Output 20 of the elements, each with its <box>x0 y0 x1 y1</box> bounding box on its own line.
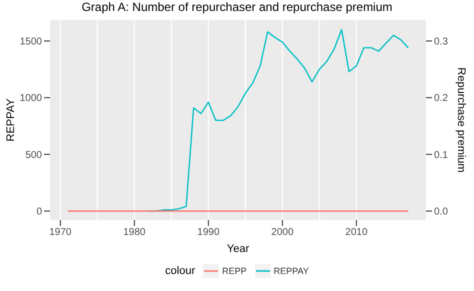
x-tick-label: 2000 <box>271 227 294 238</box>
y2-axis-title: Repurchase premium <box>455 67 468 173</box>
x-tick-label: 1970 <box>49 227 72 238</box>
x-axis-title: Year <box>226 243 250 255</box>
y-tick-label: 0 <box>36 206 42 218</box>
y-tick-label: 1500 <box>20 36 42 48</box>
x-tick-label: 2010 <box>345 227 368 238</box>
y2-tick-label: 0.0 <box>434 206 448 218</box>
y2-tick-label: 0.2 <box>434 93 448 104</box>
y-tick-label: 500 <box>25 150 42 161</box>
legend-label: REPPAY <box>274 266 309 276</box>
y-axis-title: REPPAY <box>4 98 17 142</box>
legend-title: colour <box>165 265 196 277</box>
y2-tick-label: 0.1 <box>434 150 448 161</box>
y-tick-label: 1000 <box>20 93 42 104</box>
chart-title: Graph A: Number of repurchaser and repurchase premium <box>80 0 394 16</box>
legend-label: REPP <box>222 266 247 276</box>
y2-tick-label: 0.3 <box>434 36 448 48</box>
x-tick-label: 1980 <box>123 227 146 238</box>
x-tick-label: 1990 <box>197 227 220 238</box>
